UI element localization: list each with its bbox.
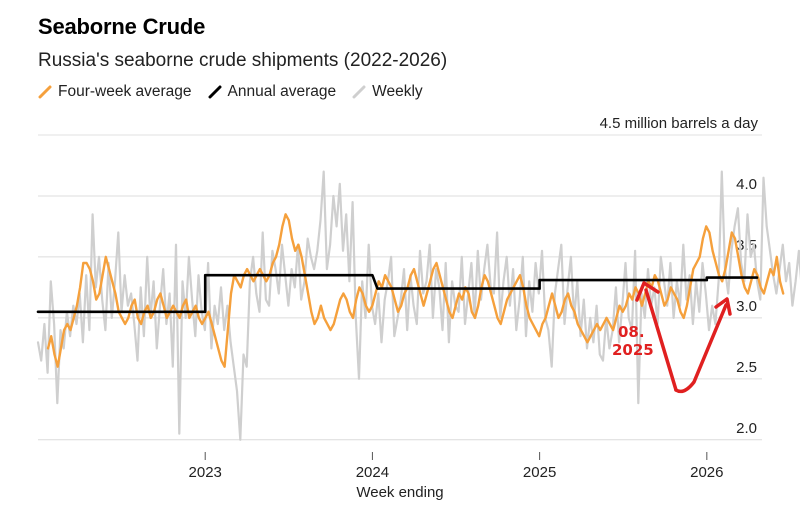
legend-swatch-weekly (352, 85, 366, 99)
x-tick-label: 2024 (356, 464, 389, 481)
chart-title: Seaborne Crude (38, 14, 206, 39)
legend-item-weekly: Weekly (352, 83, 423, 101)
annotation-arrowhead-right (714, 297, 732, 316)
series-line-weekly (36, 170, 800, 441)
legend-swatch-four-week (38, 85, 52, 99)
chart-subtitle: Russia's seaborne crude shipments (2022-… (38, 50, 448, 71)
legend-label-annual: Annual average (227, 83, 337, 100)
series-line-annual-average (36, 273, 759, 314)
legend-item-four-week: Four-week average (38, 83, 192, 101)
legend-swatch-annual (208, 85, 222, 99)
y-tick-label: 2.5 (736, 359, 757, 376)
annotation-text-year: 2025 (612, 341, 654, 359)
y-tick-label: 2.0 (736, 420, 757, 437)
annotation-arrowhead-left (635, 281, 660, 302)
y-tick-label: 4.0 (736, 176, 757, 193)
legend-item-annual: Annual average (208, 83, 337, 101)
legend-label-weekly: Weekly (372, 83, 423, 100)
annotation-text-month: 08. (618, 323, 645, 341)
x-tick-label: 2025 (523, 464, 556, 481)
legend-label-four-week: Four-week average (58, 83, 192, 100)
unit-label: 4.5 million barrels a day (599, 115, 758, 132)
x-tick-label: 2026 (690, 464, 723, 481)
y-tick-label: 3.0 (736, 298, 757, 315)
annotation-arrow-shaft-left (644, 288, 678, 392)
series-line-four-week-average (46, 213, 785, 368)
x-tick-label: 2023 (189, 464, 222, 481)
legend: Four-week average Annual average Weekly (38, 83, 439, 101)
x-axis-label: Week ending (356, 484, 444, 501)
annotation-arrow-shaft-right (674, 303, 728, 394)
